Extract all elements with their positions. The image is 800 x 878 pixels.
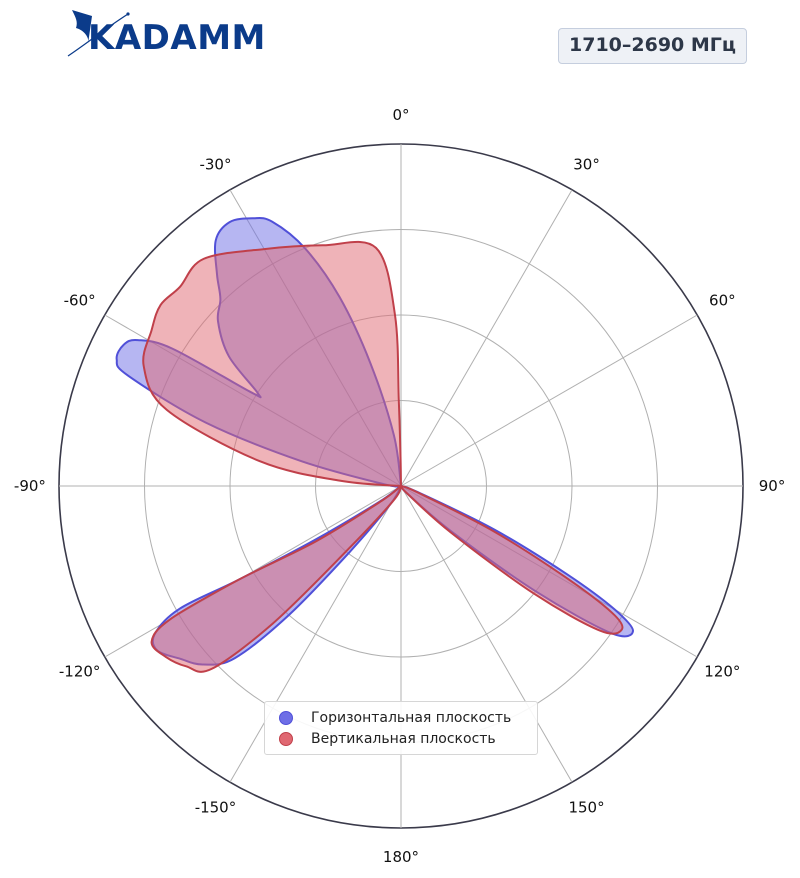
legend-label-vertical: Вертикальная плоскость [311,731,496,747]
theta-tick-label: -30° [199,156,231,174]
theta-tick-label: 60° [709,291,736,309]
legend-label-horizontal: Горизонтальная плоскость [311,710,512,726]
polar-grid-spoke [229,485,402,783]
theta-tick-label: -90° [14,477,46,495]
legend-item-vertical: Вертикальная плоскость [279,729,496,749]
series-vertical-area [142,240,624,673]
logo-swoosh-icon [67,10,130,57]
polar-grid-spoke [400,485,573,783]
chart-legend: Горизонтальная плоскость Вертикальная пл… [264,701,538,755]
legend-marker-vertical [279,732,293,746]
legend-marker-horizontal [279,711,293,725]
company-logo [66,8,266,60]
polar-tick-labels: 0° 30° 60° 90° 120° 150° 180° -150° -120° -90° -60… [14,106,785,866]
frequency-badge: 1710–2690 МГц [558,28,747,64]
brand-name: KADAMM [88,18,266,58]
theta-tick-label: -150° [195,798,237,816]
theta-tick-label: 0° [392,106,409,124]
polar-grid-spoke [400,189,573,487]
theta-tick-label: 150° [568,798,604,816]
theta-tick-label: 90° [759,477,786,495]
theta-tick-label: 30° [573,156,600,174]
legend-item-horizontal: Горизонтальная плоскость [279,708,511,728]
polar-grid-spoke [400,314,698,487]
theta-tick-label: 180° [383,848,419,866]
theta-tick-label: -60° [64,291,96,309]
theta-tick-label: -120° [59,663,101,681]
polar-series [115,217,634,673]
theta-tick-label: 120° [704,663,740,681]
